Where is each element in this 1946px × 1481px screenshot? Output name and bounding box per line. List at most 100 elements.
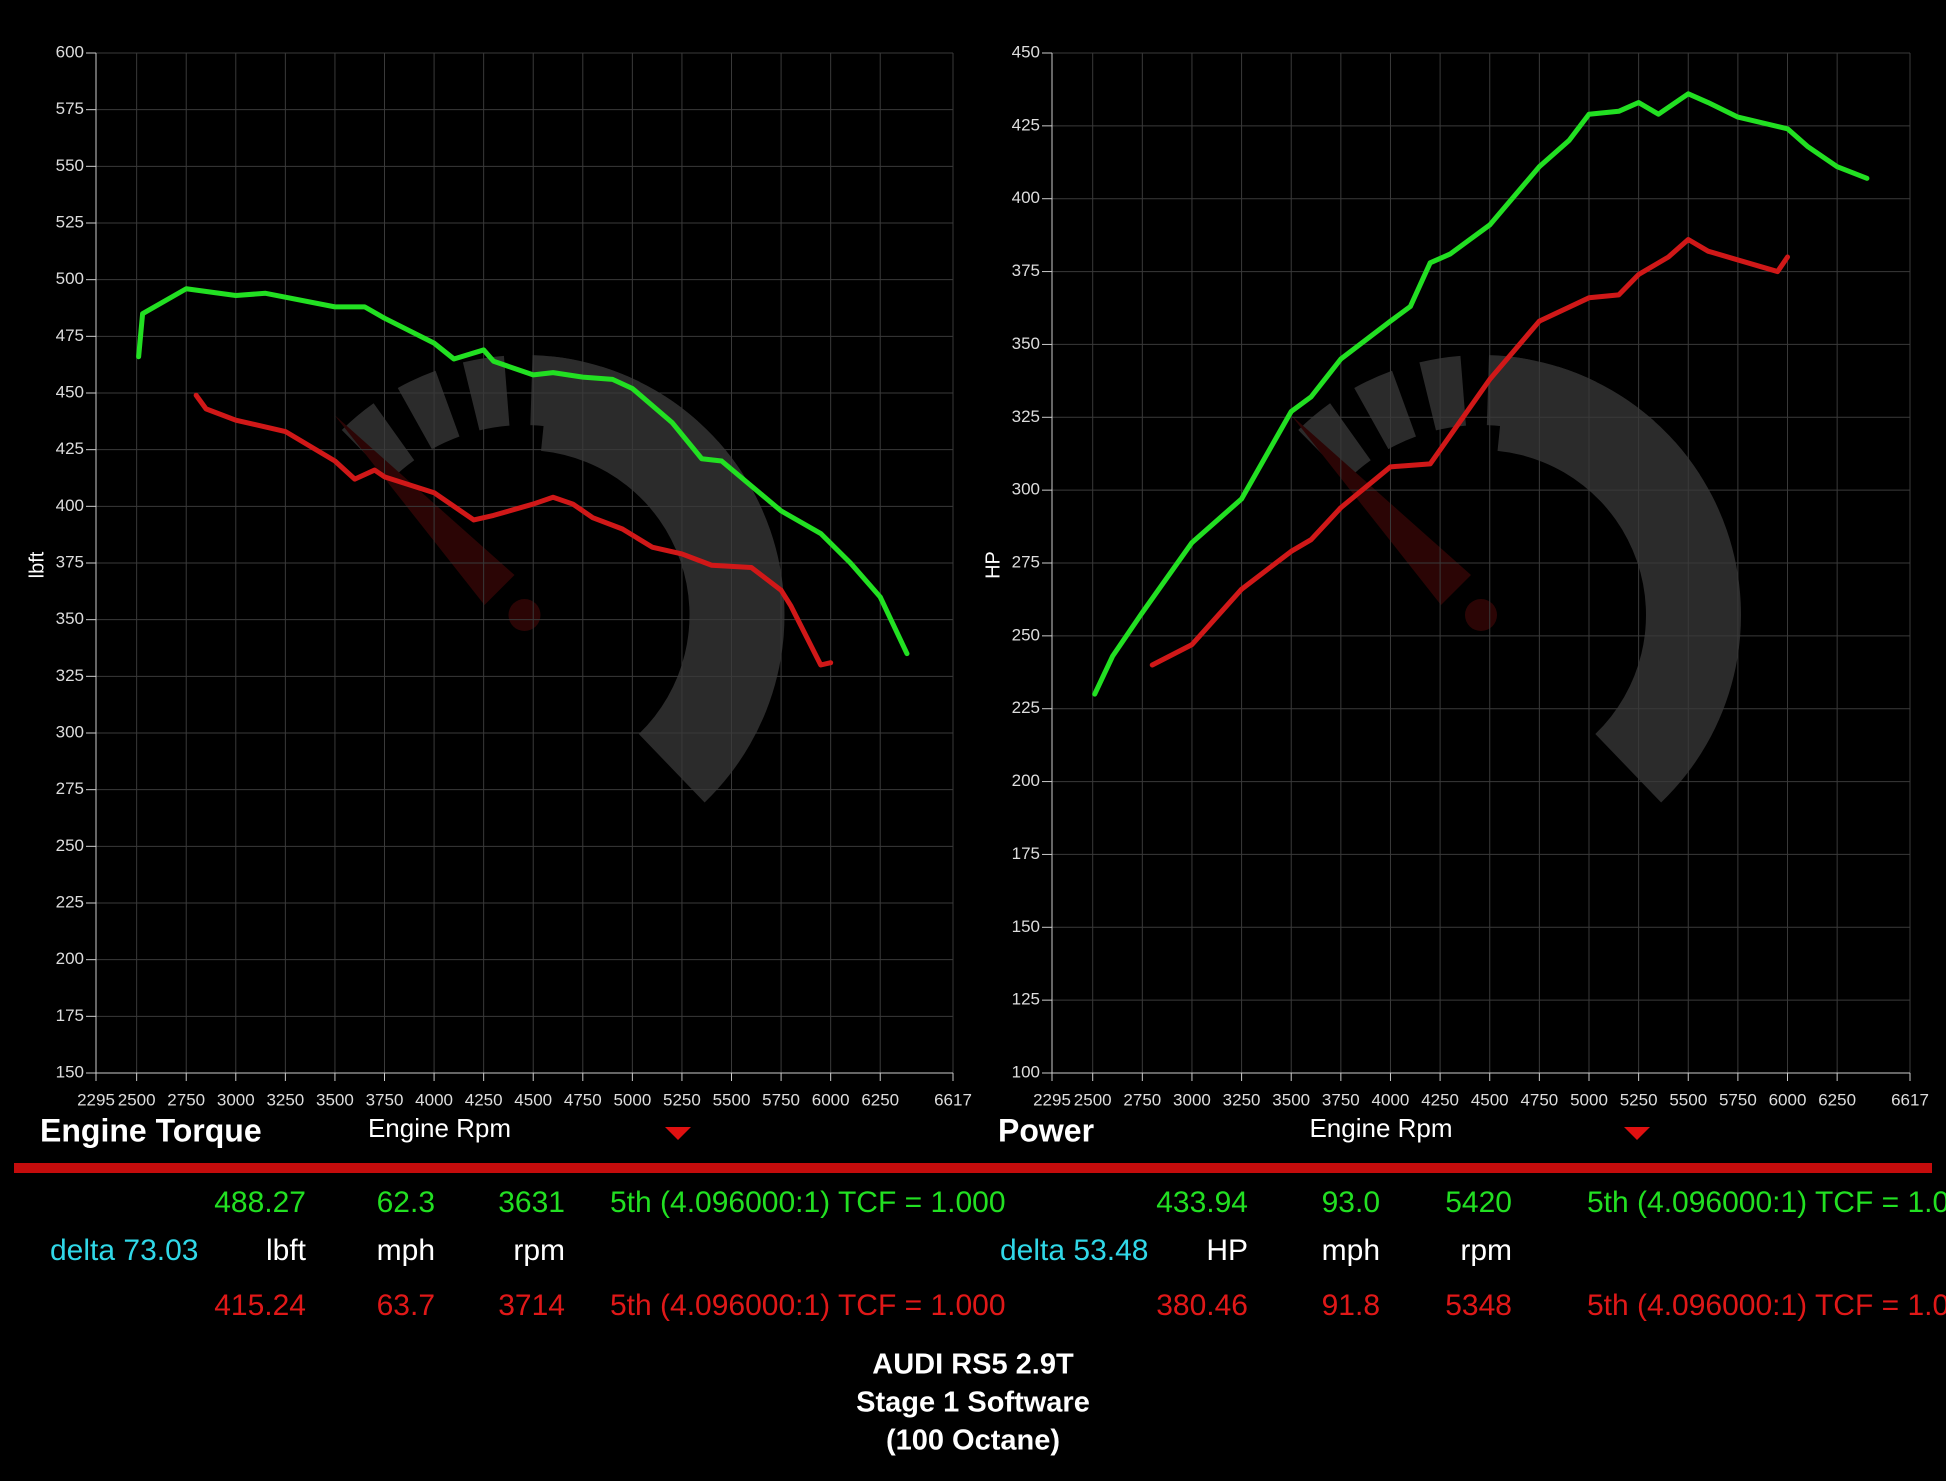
footer-line: (100 Octane) — [886, 1425, 1060, 1457]
readout-value: 5348 — [1445, 1289, 1512, 1322]
watermark — [1291, 355, 1742, 803]
y-tick-label: 375 — [56, 552, 84, 571]
x-tick-label: 5250 — [663, 1090, 701, 1109]
x-tick-label: 4750 — [564, 1090, 602, 1109]
x-tick-label: 5750 — [762, 1090, 800, 1109]
footer-line: AUDI RS5 2.9T — [872, 1349, 1074, 1381]
y-tick-label: 425 — [56, 439, 84, 458]
x-axis-label: Engine Rpm — [368, 1113, 511, 1143]
x-tick-label: 2295 — [1033, 1090, 1071, 1109]
x-axis-label: Engine Rpm — [1309, 1113, 1452, 1143]
y-tick-label: 150 — [56, 1062, 84, 1081]
y-tick-label: 250 — [1012, 625, 1040, 644]
y-tick-label: 575 — [56, 99, 84, 118]
x-tick-label: 2750 — [1123, 1090, 1161, 1109]
unit-label: lbft — [266, 1234, 307, 1267]
readout-value: 62.3 — [377, 1186, 435, 1219]
readout-value: 415.24 — [214, 1289, 306, 1322]
logo-tick — [1354, 370, 1416, 450]
x-tick-label: 5000 — [1570, 1090, 1608, 1109]
x-tick-label: 6617 — [1891, 1090, 1929, 1109]
y-tick-label: 250 — [56, 836, 84, 855]
y-tick-label: 450 — [56, 382, 84, 401]
y-tick-label: 475 — [56, 326, 84, 345]
logo-tick — [397, 370, 460, 450]
y-tick-label: 200 — [56, 949, 84, 968]
series-line — [193, 392, 834, 668]
y-tick-label: 175 — [56, 1006, 84, 1025]
delta-value: delta 73.03 — [50, 1234, 198, 1267]
unit-label: rpm — [1460, 1234, 1512, 1267]
unit-label: HP — [1206, 1234, 1248, 1267]
logo-tick — [1622, 441, 1700, 513]
y-tick-label: 350 — [1012, 334, 1040, 353]
series-line — [1149, 237, 1791, 668]
y-tick-label: 450 — [1012, 42, 1040, 61]
x-tick-label: 6250 — [1818, 1090, 1856, 1109]
delta-value: delta 53.48 — [1000, 1234, 1148, 1267]
x-tick-label: 2750 — [167, 1090, 205, 1109]
y-tick-label: 125 — [1012, 990, 1040, 1009]
x-tick-label: 3000 — [217, 1090, 255, 1109]
logo-hub — [508, 599, 541, 631]
y-axis-label: lbft — [26, 551, 48, 578]
readout-value: 433.94 — [1156, 1186, 1248, 1219]
unit-label: mph — [377, 1234, 435, 1267]
x-tick-label: 6000 — [1769, 1090, 1807, 1109]
y-tick-label: 100 — [1012, 1062, 1040, 1081]
logo-hub — [1465, 599, 1497, 631]
readout-value: 63.7 — [377, 1289, 435, 1322]
sort-arrow[interactable] — [1624, 1127, 1650, 1140]
readout-value: 5th (4.096000:1) TCF = 1.000 — [1587, 1186, 1946, 1219]
unit-label: rpm — [513, 1234, 565, 1267]
x-tick-label: 5750 — [1719, 1090, 1757, 1109]
watermark — [334, 355, 785, 803]
series-line — [1092, 91, 1870, 697]
y-tick-label: 400 — [56, 496, 84, 515]
x-tick-label: 5250 — [1620, 1090, 1658, 1109]
chart-title: Engine Torque — [40, 1112, 262, 1148]
x-tick-label: 3500 — [316, 1090, 354, 1109]
x-tick-label: 3250 — [266, 1090, 304, 1109]
x-tick-label: 4500 — [1471, 1090, 1509, 1109]
y-tick-label: 275 — [1012, 552, 1040, 571]
logo-c — [541, 356, 785, 803]
series-line — [136, 286, 910, 657]
readout-value: 91.8 — [1322, 1289, 1380, 1322]
readout-value: 5th (4.096000:1) TCF = 1.000 — [610, 1186, 1006, 1219]
y-tick-label: 550 — [56, 156, 84, 175]
x-tick-label: 4250 — [465, 1090, 503, 1109]
logo-tick — [1419, 355, 1466, 431]
y-tick-label: 275 — [56, 779, 84, 798]
y-tick-label: 525 — [56, 212, 84, 231]
x-tick-label: 2295 — [77, 1090, 115, 1109]
x-tick-label: 4250 — [1421, 1090, 1459, 1109]
x-tick-label: 4500 — [514, 1090, 552, 1109]
x-tick-label: 3250 — [1223, 1090, 1261, 1109]
readout-value: 5th (4.096000:1) TCF = 1.000 — [1587, 1289, 1946, 1322]
y-tick-label: 325 — [56, 666, 84, 685]
y-tick-label: 225 — [56, 892, 84, 911]
x-tick-label: 4000 — [1372, 1090, 1410, 1109]
sort-arrow[interactable] — [665, 1127, 691, 1140]
logo-tick — [1583, 396, 1655, 474]
divider-bar — [14, 1163, 1932, 1173]
y-tick-label: 300 — [1012, 480, 1040, 499]
readout-value: 5420 — [1445, 1186, 1512, 1219]
x-tick-label: 6000 — [812, 1090, 850, 1109]
y-tick-label: 325 — [1012, 407, 1040, 426]
logo-tick — [1298, 403, 1371, 480]
readout-value: 3714 — [498, 1289, 565, 1322]
x-tick-label: 2500 — [118, 1090, 156, 1109]
x-tick-label: 5500 — [1669, 1090, 1707, 1109]
unit-label: mph — [1322, 1234, 1380, 1267]
logo-tick — [341, 403, 415, 480]
logo-tick — [666, 441, 744, 513]
readout-value: 380.46 — [1156, 1289, 1248, 1322]
logo-tick — [627, 396, 699, 474]
y-tick-label: 350 — [56, 609, 84, 628]
readout-value: 488.27 — [214, 1186, 306, 1219]
x-tick-label: 4750 — [1520, 1090, 1558, 1109]
x-tick-label: 5500 — [713, 1090, 751, 1109]
